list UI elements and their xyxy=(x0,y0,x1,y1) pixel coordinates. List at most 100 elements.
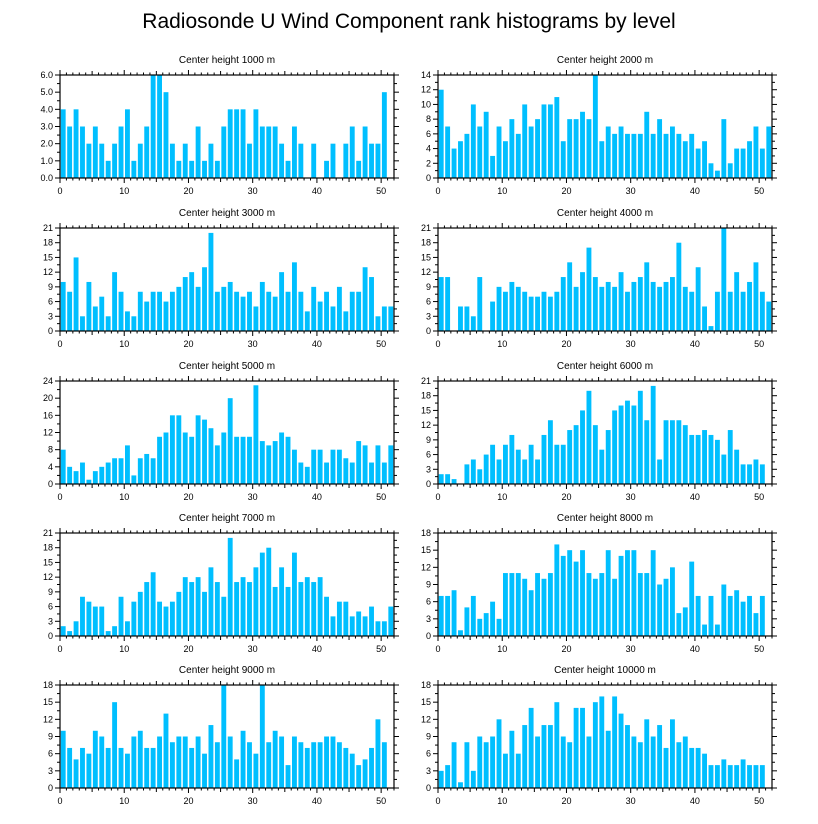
bar xyxy=(67,466,73,484)
bar xyxy=(702,624,707,636)
x-tick-label: 0 xyxy=(57,644,62,654)
bar xyxy=(528,590,534,636)
bar xyxy=(477,736,483,788)
x-tick-label: 0 xyxy=(57,186,62,196)
bar xyxy=(259,685,265,788)
bar xyxy=(625,550,630,636)
bar xyxy=(740,759,746,788)
y-tick-label: 15 xyxy=(421,405,431,415)
bar xyxy=(150,291,156,331)
bar xyxy=(451,742,457,788)
bar xyxy=(547,296,553,331)
bar xyxy=(714,291,720,331)
bar xyxy=(240,436,246,484)
x-tick-label: 30 xyxy=(248,492,258,502)
bar xyxy=(592,75,598,178)
bar xyxy=(247,582,252,636)
bar xyxy=(644,262,650,331)
bar xyxy=(137,143,143,178)
x-tick-label: 20 xyxy=(561,492,571,502)
bar xyxy=(612,696,618,788)
bar xyxy=(580,410,585,484)
bar xyxy=(169,742,175,788)
bar xyxy=(118,126,124,178)
bar xyxy=(541,291,547,331)
bar xyxy=(727,765,733,788)
bar xyxy=(528,444,534,484)
x-tick-label: 50 xyxy=(376,339,386,349)
bar xyxy=(247,143,252,178)
x-tick-label: 30 xyxy=(626,186,636,196)
bar xyxy=(477,277,483,331)
bar xyxy=(298,582,304,636)
bar xyxy=(503,753,508,788)
bar xyxy=(169,143,175,178)
bar xyxy=(375,445,381,485)
bar xyxy=(592,277,598,331)
bar xyxy=(157,736,162,788)
bar xyxy=(195,286,201,331)
bar xyxy=(567,550,573,636)
bar xyxy=(73,471,79,485)
bar xyxy=(131,316,137,331)
bar xyxy=(612,578,618,636)
bar xyxy=(689,133,695,178)
bar xyxy=(759,148,765,178)
bar xyxy=(509,730,515,788)
bar xyxy=(483,454,489,484)
bar xyxy=(573,561,579,636)
bar xyxy=(137,591,143,636)
bar xyxy=(349,753,355,788)
y-tick-label: 0 xyxy=(426,326,431,336)
x-tick-label: 40 xyxy=(312,339,322,349)
bar xyxy=(388,306,394,331)
bar xyxy=(734,449,740,484)
bar xyxy=(554,702,560,788)
bar xyxy=(547,104,553,178)
bar xyxy=(464,464,470,484)
bar xyxy=(522,578,528,636)
bar xyxy=(605,126,611,178)
bar xyxy=(586,390,592,484)
x-tick-label: 0 xyxy=(57,796,62,806)
y-tick-label: 21 xyxy=(43,528,53,538)
bar xyxy=(247,742,252,788)
bar xyxy=(73,759,79,788)
x-tick-label: 40 xyxy=(690,186,700,196)
bar xyxy=(208,232,214,331)
x-tick-label: 40 xyxy=(690,492,700,502)
bar xyxy=(483,742,489,788)
bar xyxy=(644,719,650,788)
bar xyxy=(464,306,470,331)
bar xyxy=(349,616,355,636)
bar xyxy=(573,707,579,788)
x-tick-label: 10 xyxy=(119,796,129,806)
bar xyxy=(189,272,195,331)
bar xyxy=(650,550,656,636)
bar xyxy=(362,759,368,788)
bar xyxy=(234,109,240,178)
bar xyxy=(144,582,150,636)
bar xyxy=(176,736,182,788)
bar xyxy=(60,449,66,484)
x-tick-label: 40 xyxy=(690,339,700,349)
bar xyxy=(163,92,169,178)
bar xyxy=(560,141,566,178)
bar xyxy=(650,281,656,331)
bar xyxy=(560,555,566,636)
x-tick-label: 0 xyxy=(57,492,62,502)
x-tick-label: 10 xyxy=(497,644,507,654)
y-tick-label: 3 xyxy=(426,311,431,321)
bar xyxy=(438,770,444,788)
bar xyxy=(375,621,381,636)
bar xyxy=(247,436,252,484)
bar xyxy=(272,730,278,788)
x-tick-label: 20 xyxy=(561,796,571,806)
y-tick-label: 16 xyxy=(43,410,53,420)
y-tick-label: 12 xyxy=(421,714,431,724)
bar xyxy=(369,143,374,178)
bar xyxy=(144,126,150,178)
bar xyxy=(137,458,143,484)
x-tick-label: 30 xyxy=(248,796,258,806)
bar xyxy=(708,595,714,636)
